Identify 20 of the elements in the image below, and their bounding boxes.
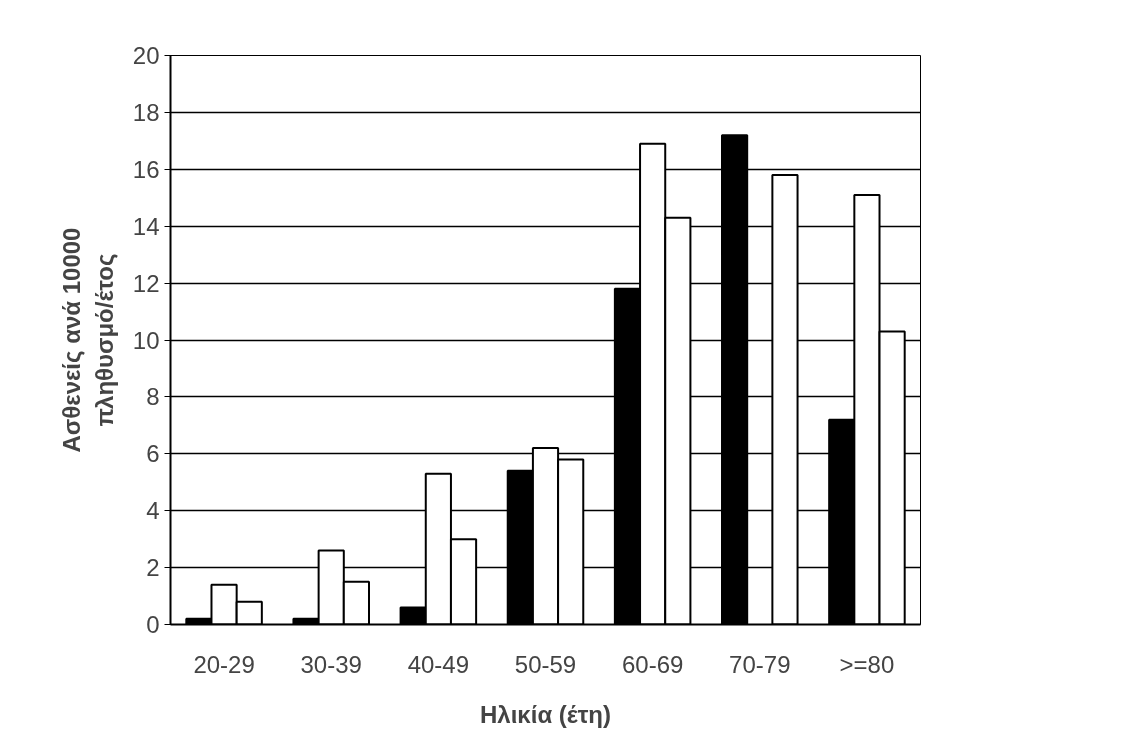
y-tick-label: 0: [146, 611, 160, 638]
y-tick-label: 16: [132, 155, 160, 183]
y-tick-label: 20: [132, 42, 160, 69]
x-tick-label: 60-69: [621, 650, 684, 678]
y-tick-label: 6: [146, 440, 160, 468]
x-axis-title: Ηλικία (έτη): [480, 700, 612, 728]
y-tick-label: 14: [132, 212, 160, 240]
y-tick-label: 8: [146, 383, 160, 411]
x-tick-label: 20-29: [193, 650, 255, 678]
x-tick-label: 70-79: [729, 650, 791, 678]
x-tick-label: >=80: [839, 650, 895, 678]
y-tick-label: 12: [132, 269, 160, 297]
x-tick-label: 30-39: [300, 650, 362, 678]
y-tick-label: 4: [146, 497, 160, 525]
y-tick-label: 18: [132, 98, 160, 126]
y-tick-label: 2: [146, 554, 160, 582]
x-tick-label: 40-49: [407, 650, 470, 678]
x-tick-label: 50-59: [514, 650, 577, 678]
y-tick-label: 10: [132, 326, 160, 354]
y-axis-title: Ασθενείς ανά 10000 πληθυσμό/έτος: [58, 227, 118, 453]
